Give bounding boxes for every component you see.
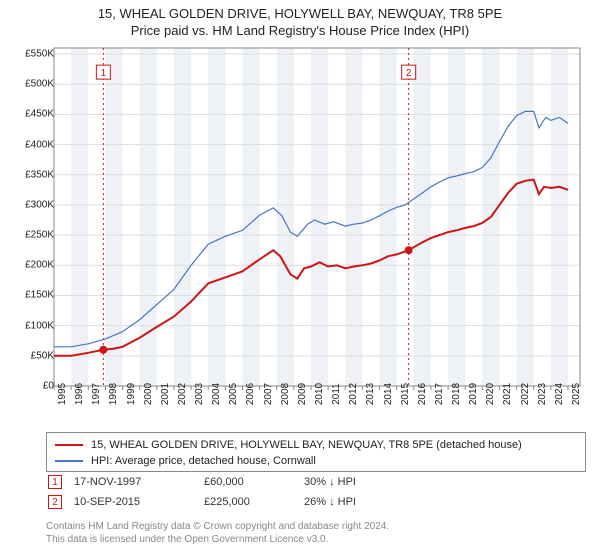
event-row: 1 17-NOV-1997 £60,000 30% ↓ HPI (46, 472, 586, 492)
svg-text:2: 2 (406, 68, 412, 79)
x-axis-tick-label: 2014 (383, 383, 394, 405)
footer-line: Contains HM Land Registry data © Crown c… (46, 520, 586, 533)
event-row: 2 10-SEP-2015 £225,000 26% ↓ HPI (46, 492, 586, 512)
footer: Contains HM Land Registry data © Crown c… (46, 520, 586, 546)
x-axis-tick-label: 1999 (126, 383, 137, 405)
x-axis-tick-label: 2025 (571, 383, 582, 405)
x-axis-tick-label: 1998 (108, 383, 119, 405)
chart-title-sub: Price paid vs. HM Land Registry's House … (0, 21, 600, 42)
x-axis-tick-label: 2021 (502, 383, 513, 405)
event-date: 10-SEP-2015 (74, 496, 204, 508)
x-axis-tick-label: 2003 (194, 383, 205, 405)
x-axis-tick-label: 2002 (177, 383, 188, 405)
y-axis-tick-label: £250K (25, 230, 54, 241)
x-axis-tick-label: 1997 (91, 383, 102, 405)
x-axis-tick-label: 1996 (74, 383, 85, 405)
x-axis-tick-label: 2012 (348, 383, 359, 405)
svg-text:1: 1 (101, 68, 107, 79)
chart-title-address: 15, WHEAL GOLDEN DRIVE, HOLYWELL BAY, NE… (0, 0, 600, 21)
x-axis-tick-label: 2024 (554, 383, 565, 405)
x-axis-tick-label: 2017 (434, 383, 445, 405)
x-axis-tick-label: 2011 (331, 383, 342, 405)
x-axis-tick-label: 2013 (365, 383, 376, 405)
x-axis-tick-label: 2023 (537, 383, 548, 405)
y-axis-tick-label: £550K (25, 49, 54, 60)
event-price: £225,000 (204, 496, 304, 508)
price-chart: 12 (46, 44, 586, 424)
footer-line: This data is licensed under the Open Gov… (46, 533, 586, 546)
x-axis-tick-label: 2006 (245, 383, 256, 405)
x-axis-tick-label: 2015 (400, 383, 411, 405)
y-axis-tick-label: £300K (25, 199, 54, 210)
chart-svg: 12 (46, 44, 586, 424)
event-marker-box: 1 (48, 475, 62, 489)
event-delta: 26% ↓ HPI (304, 496, 356, 508)
x-axis-tick-label: 2000 (143, 383, 154, 405)
y-axis-tick-label: £450K (25, 109, 54, 120)
x-axis-tick-label: 2019 (468, 383, 479, 405)
event-list: 1 17-NOV-1997 £60,000 30% ↓ HPI 2 10-SEP… (46, 472, 586, 512)
y-axis-tick-label: £200K (25, 260, 54, 271)
x-axis-tick-label: 2010 (314, 383, 325, 405)
y-axis-tick-label: £0 (43, 381, 54, 392)
y-axis-tick-label: £500K (25, 79, 54, 90)
y-axis-tick-label: £350K (25, 169, 54, 180)
legend-swatch (55, 460, 83, 461)
legend-label: HPI: Average price, detached house, Corn… (91, 455, 316, 467)
x-axis-tick-label: 1995 (57, 383, 68, 405)
x-axis-tick-label: 2018 (451, 383, 462, 405)
legend-swatch (55, 444, 83, 446)
y-axis-tick-label: £50K (31, 350, 54, 361)
x-axis-tick-label: 2001 (160, 383, 171, 405)
x-axis-tick-label: 2007 (263, 383, 274, 405)
event-date: 17-NOV-1997 (74, 476, 204, 488)
legend-label: 15, WHEAL GOLDEN DRIVE, HOLYWELL BAY, NE… (91, 439, 522, 451)
event-delta: 30% ↓ HPI (304, 476, 356, 488)
x-axis-tick-label: 2008 (280, 383, 291, 405)
legend-item-hpi: HPI: Average price, detached house, Corn… (55, 453, 577, 469)
x-axis-tick-label: 2004 (211, 383, 222, 405)
x-axis-tick-label: 2022 (520, 383, 531, 405)
event-price: £60,000 (204, 476, 304, 488)
x-axis-tick-label: 2016 (417, 383, 428, 405)
y-axis-tick-label: £400K (25, 139, 54, 150)
x-axis-tick-label: 2020 (485, 383, 496, 405)
x-axis-tick-label: 2005 (228, 383, 239, 405)
legend: 15, WHEAL GOLDEN DRIVE, HOLYWELL BAY, NE… (46, 432, 586, 472)
y-axis-tick-label: £150K (25, 290, 54, 301)
event-marker-box: 2 (48, 495, 62, 509)
x-axis-tick-label: 2009 (297, 383, 308, 405)
y-axis-tick-label: £100K (25, 320, 54, 331)
legend-item-price-paid: 15, WHEAL GOLDEN DRIVE, HOLYWELL BAY, NE… (55, 437, 577, 453)
